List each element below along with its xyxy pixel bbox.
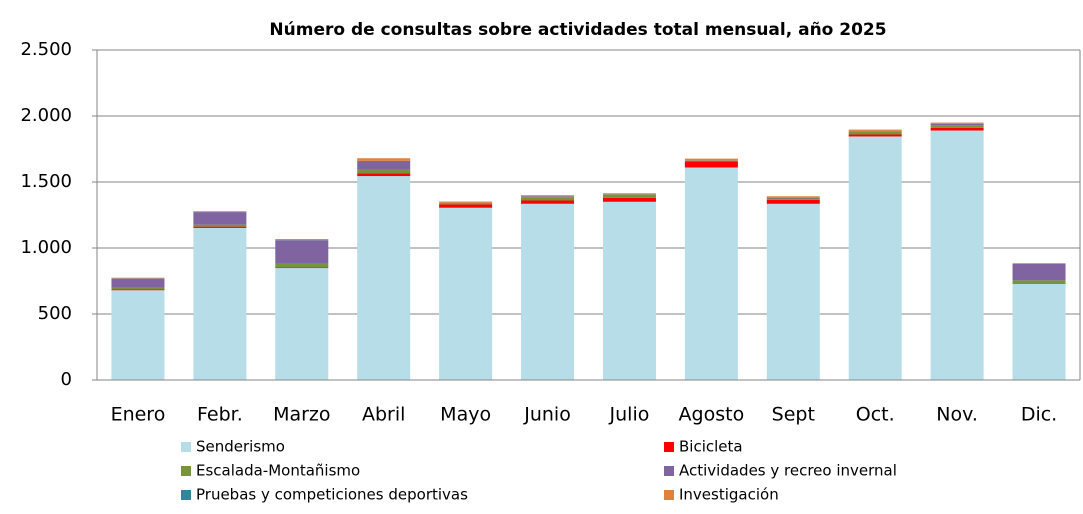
legend-swatch <box>181 466 191 476</box>
bar-segment <box>930 125 984 128</box>
bar-segment <box>766 197 820 199</box>
bar-segment <box>930 122 984 124</box>
legend-label: Senderismo <box>196 438 285 456</box>
bar-segment <box>193 227 247 380</box>
bar-segment <box>930 127 984 131</box>
legend-label: Escalada-Montañismo <box>196 462 360 480</box>
bar-segment <box>602 201 656 380</box>
bar-segment <box>1012 283 1066 380</box>
x-tick-label: Sept <box>772 404 815 426</box>
bar-segment <box>439 204 493 208</box>
x-tick-label: Mayo <box>440 404 491 426</box>
bar-segment <box>275 240 329 264</box>
bar-segment <box>439 201 493 203</box>
y-tick-label: 2.000 <box>20 105 72 126</box>
bar-segment <box>357 161 411 170</box>
x-tick-label: Agosto <box>679 404 745 426</box>
bar-segment <box>684 160 738 162</box>
bar-segment <box>439 207 493 380</box>
chart-title: Número de consultas sobre actividades to… <box>269 20 886 40</box>
bar-segment <box>521 195 575 197</box>
x-tick-label: Febr. <box>197 404 243 426</box>
bar-segment <box>521 197 575 201</box>
x-tick-label: Abril <box>362 404 405 426</box>
bar-segment <box>930 123 984 126</box>
legend-swatch <box>181 490 191 500</box>
bar-segment <box>111 289 165 291</box>
bar-segment <box>930 130 984 380</box>
y-tick-label: 1.000 <box>20 237 72 258</box>
bar-segment <box>684 161 738 168</box>
bar-segment <box>521 196 575 198</box>
bar-segment <box>848 129 902 131</box>
legend-label: Investigación <box>679 486 779 504</box>
bar-segment <box>111 287 165 290</box>
bar-segment <box>357 169 411 174</box>
bar-segment <box>521 200 575 204</box>
y-tick-label: 1.500 <box>20 171 72 192</box>
bar-segment <box>602 193 656 195</box>
legend-label: Actividades y recreo invernal <box>679 462 897 480</box>
bar-segment <box>1012 282 1066 284</box>
bar-segment <box>275 267 329 269</box>
legend-swatch <box>664 466 674 476</box>
x-tick-label: Marzo <box>273 404 330 426</box>
bar-segment <box>275 239 329 241</box>
bar-segment <box>848 134 902 137</box>
bar-segment <box>193 224 247 227</box>
bar-segment <box>848 131 902 132</box>
x-tick-label: Dic. <box>1021 404 1057 426</box>
bar-segment <box>848 136 902 380</box>
bar-segment <box>1012 280 1066 283</box>
legend-label: Bicicleta <box>679 438 743 456</box>
bar-segment <box>684 167 738 380</box>
bar-segment <box>275 268 329 380</box>
bar-segment <box>521 203 575 380</box>
bar-segment <box>111 277 165 279</box>
bar-segment <box>766 199 820 204</box>
bar-segment <box>602 194 656 198</box>
bar-segment <box>275 263 329 268</box>
x-tick-label: Enero <box>111 404 166 426</box>
y-tick-label: 0 <box>61 369 72 390</box>
bar-segment <box>766 196 820 198</box>
legend-label: Pruebas y competiciones deportivas <box>196 486 468 504</box>
bar-segment <box>1012 263 1066 281</box>
y-tick-label: 2.500 <box>20 39 72 60</box>
legend-swatch <box>181 442 191 452</box>
legend-swatch <box>664 442 674 452</box>
bar-segment <box>357 158 411 161</box>
x-tick-label: Oct. <box>856 404 895 426</box>
bar-segment <box>357 160 411 162</box>
bar-segment <box>848 131 902 135</box>
legend-swatch <box>664 490 674 500</box>
bar-segment <box>684 158 738 161</box>
x-tick-label: Junio <box>523 404 571 426</box>
x-tick-label: Nov. <box>936 404 978 426</box>
bar-segment <box>602 197 656 202</box>
bar-segment <box>111 278 165 288</box>
bar-segment <box>111 290 165 380</box>
bar-segment <box>193 226 247 228</box>
y-tick-label: 500 <box>38 303 72 324</box>
bar-segment <box>193 212 247 225</box>
x-tick-label: Julio <box>609 404 650 426</box>
bar-segment <box>357 173 411 177</box>
bar-segment <box>193 211 247 212</box>
bar-segment <box>357 176 411 380</box>
bar-segment <box>766 198 820 200</box>
bar-segment <box>766 203 820 380</box>
bar-segment <box>439 203 493 205</box>
